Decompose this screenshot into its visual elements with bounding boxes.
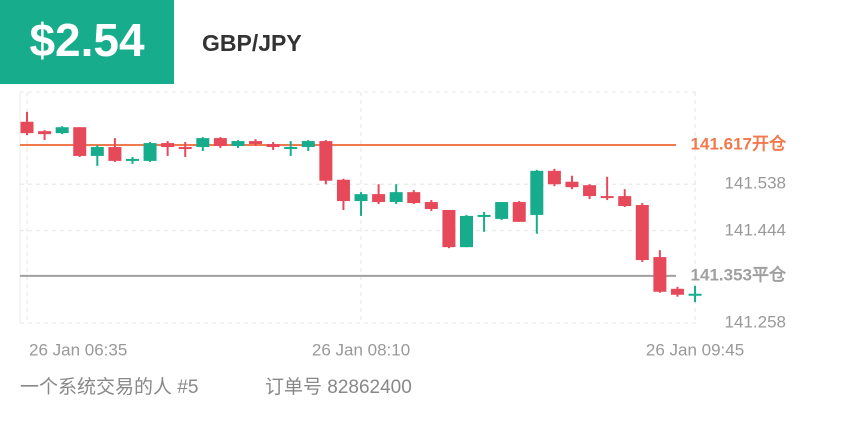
candle-body [231, 141, 245, 147]
footer-order: 订单号 82862400 [265, 376, 412, 398]
candle-body [547, 170, 561, 185]
level-label: 141.617开仓 [691, 134, 787, 154]
candle-body [512, 202, 526, 222]
x-tick-label: 26 Jan 09:45 [646, 340, 744, 359]
candle-body [319, 141, 333, 181]
candle-body [178, 147, 192, 150]
candle-body [442, 209, 456, 248]
candle-body [354, 194, 368, 202]
candle-body [600, 196, 614, 199]
candle-body [284, 147, 298, 150]
candle-body [635, 205, 649, 261]
candle-body [460, 215, 473, 248]
candle-body [73, 127, 87, 156]
candle-body [688, 293, 702, 296]
candle-body [495, 202, 509, 219]
candle-body [213, 138, 227, 147]
candle-body [372, 194, 386, 203]
candle-body [336, 179, 350, 202]
candle-body [55, 127, 69, 134]
candle-body [477, 214, 491, 217]
candle-body [161, 143, 175, 148]
candle-body [301, 141, 315, 148]
y-tick-label: 141.538 [725, 174, 786, 193]
x-tick-label: 26 Jan 08:10 [312, 340, 410, 359]
candle-body [143, 143, 157, 161]
candle-body [618, 196, 632, 207]
candle-body [196, 138, 210, 148]
candle-body [249, 141, 263, 145]
candle-body [389, 192, 403, 203]
candle-body [90, 147, 104, 156]
candle-body [20, 121, 34, 134]
candle-body [583, 185, 597, 197]
candle-body [670, 288, 684, 295]
candle-body [530, 170, 544, 215]
candle-body [108, 147, 122, 161]
candle-body [38, 131, 52, 135]
candle-body [565, 181, 579, 188]
x-tick-label: 26 Jan 06:35 [29, 340, 127, 359]
badge: $2.54 [29, 14, 145, 66]
chart-title: GBP/JPY [202, 30, 302, 56]
candle-body [266, 144, 280, 148]
level-label: 141.353平仓 [691, 264, 787, 284]
candle-body [125, 158, 139, 161]
footer-name: 一个系统交易的人 #5 [20, 376, 198, 398]
badge-box [0, 0, 174, 84]
candle-body [407, 192, 421, 204]
y-tick-label: 141.444 [725, 220, 786, 239]
y-tick-label: 141.258 [725, 312, 786, 331]
candle-body [424, 202, 438, 209]
candle-body [653, 257, 667, 292]
